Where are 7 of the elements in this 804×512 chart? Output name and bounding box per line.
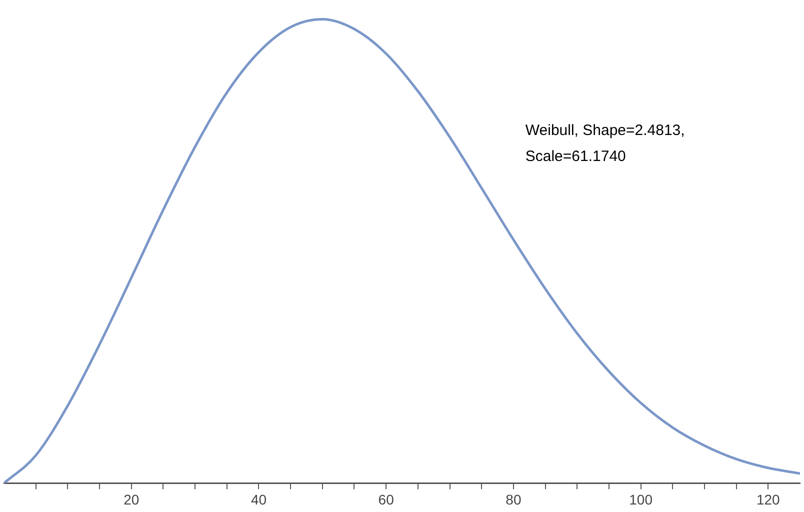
x-tick-label: 100 <box>629 491 653 508</box>
annotation: Weibull, Shape=2.4813, Scale=61.1740 <box>525 122 685 166</box>
x-tick-label: 60 <box>378 491 394 508</box>
x-tick-label: 40 <box>250 491 267 508</box>
x-tick-label: 20 <box>124 491 140 508</box>
x-tick-label: 80 <box>506 491 522 508</box>
x-tick-label: 120 <box>756 491 780 508</box>
